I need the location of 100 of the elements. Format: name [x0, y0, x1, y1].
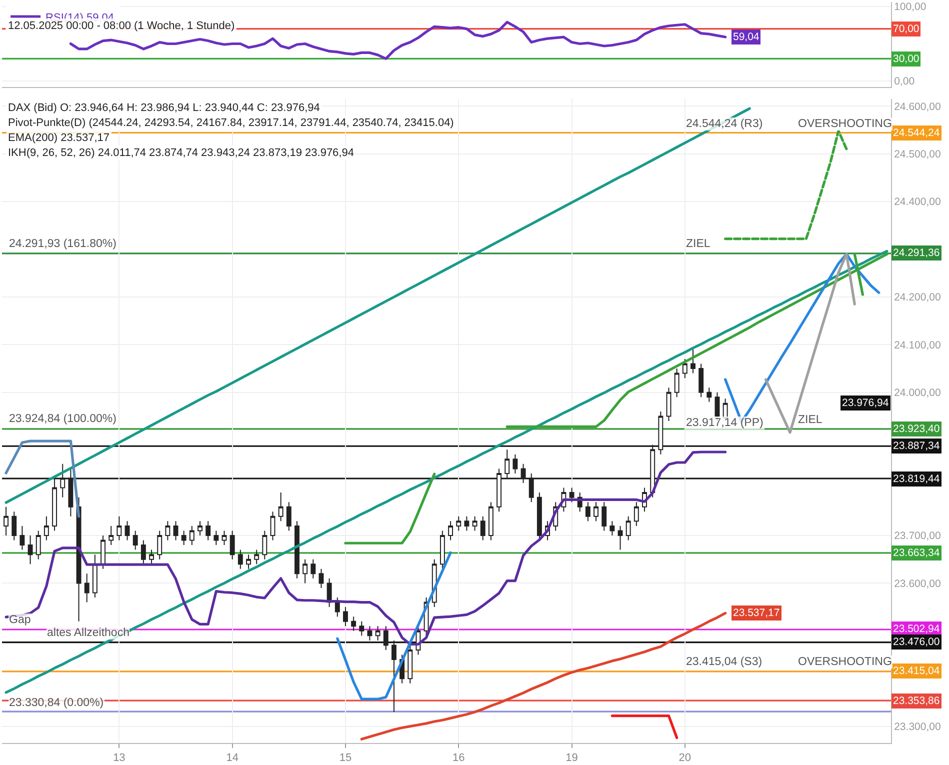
candlestick	[262, 530, 268, 560]
candlestick	[618, 525, 623, 550]
candlestick	[294, 520, 300, 579]
annotation: EMA(200) 23.537,17	[8, 132, 110, 144]
candlestick	[480, 516, 486, 541]
annotation: ZIEL	[798, 414, 823, 426]
candlestick	[488, 502, 494, 541]
candlestick	[666, 387, 672, 422]
y-tick-label: 100,00	[894, 1, 926, 14]
ref-line-label: 23.819,44	[893, 473, 940, 485]
y-tick-label: 24.400,00	[894, 196, 941, 208]
candlestick	[254, 549, 260, 565]
candlestick	[36, 530, 41, 560]
candlestick	[278, 492, 284, 522]
line-series	[344, 472, 436, 544]
candlestick	[682, 358, 688, 379]
annotation: altes Allzeithoch	[47, 627, 130, 639]
candlestick	[343, 606, 348, 627]
candlestick	[536, 492, 542, 541]
ref-line-label: 23.887,34	[893, 440, 940, 452]
candlestick	[140, 540, 146, 565]
x-tick-label: 15	[339, 752, 352, 764]
ref-line-label: 24.291,36	[893, 247, 940, 259]
candlestick	[351, 616, 356, 632]
line-series	[4, 440, 80, 518]
candlestick	[68, 468, 74, 517]
candlestick	[658, 410, 664, 455]
candlestick	[222, 530, 227, 546]
x-tick-label: 14	[226, 752, 238, 764]
ref-line-label: 70,00	[893, 23, 920, 35]
y-tick-label: 23.600,00	[894, 578, 941, 590]
line-series	[4, 450, 727, 646]
candlestick	[302, 558, 308, 584]
ref-line-label: 30,00	[893, 53, 920, 65]
line-series	[336, 551, 452, 700]
annotation: 24.544,24 (R3)	[686, 118, 763, 130]
candlestick	[602, 502, 607, 532]
annotation: Gap	[9, 614, 31, 626]
candlestick	[448, 520, 454, 541]
annotation: Pivot-Punkte(D) (24544.24, 24293.54, 24167.84, 23917.14, 23791.44, 23540.74, 23415.04)	[8, 117, 454, 129]
candlestick	[92, 554, 98, 598]
candlestick	[334, 597, 340, 618]
candlestick	[650, 444, 656, 498]
candlestick	[181, 530, 186, 546]
ref-line-label: 24.544,24	[893, 127, 940, 139]
x-tick-label: 20	[678, 752, 692, 764]
y-tick-label: 24.500,00	[894, 148, 941, 161]
data-label: 23.537,17	[733, 607, 780, 619]
x-tick-label: 19	[566, 752, 578, 764]
candlestick	[52, 478, 58, 532]
candlestick	[504, 449, 510, 479]
y-tick-label: 24.600,00	[894, 100, 941, 113]
y-tick-label: 24.100,00	[894, 339, 941, 352]
text: 23.976,94	[842, 397, 889, 409]
candlestick	[4, 506, 9, 536]
candlestick	[206, 520, 211, 541]
line-series	[724, 130, 848, 240]
candlestick	[149, 549, 154, 565]
candlestick	[594, 502, 598, 522]
candlestick	[108, 525, 114, 546]
candlestick	[456, 516, 462, 532]
candlestick	[165, 520, 170, 541]
annotation: 23.917,14 (PP)	[686, 417, 764, 429]
candlestick	[238, 549, 243, 570]
annotation: 24.291,93 (161.80%)	[9, 238, 117, 250]
candlestick	[391, 640, 396, 712]
candlestick	[496, 468, 502, 512]
candlestick	[383, 626, 388, 650]
candlestick	[132, 530, 138, 550]
candlestick	[408, 644, 413, 684]
candlestick	[116, 516, 122, 541]
candlestick	[512, 454, 518, 474]
ref-line-label: 23.476,00	[893, 636, 940, 648]
ref-line-label: 23.502,94	[893, 623, 940, 635]
data-label: 59,04	[733, 31, 760, 43]
candlestick	[124, 520, 130, 541]
y-tick-label: 23.300,00	[894, 720, 941, 733]
candlestick	[440, 530, 445, 570]
candlestick	[270, 511, 276, 541]
candlestick	[286, 502, 292, 532]
candlestick	[28, 534, 33, 565]
candlestick	[100, 534, 106, 570]
candlestick	[84, 573, 90, 603]
candlestick	[569, 487, 574, 503]
candlestick	[198, 520, 202, 536]
candlestick	[375, 626, 380, 641]
ref-line-label: 23.663,34	[893, 547, 940, 559]
ref-line-label: 23.415,04	[893, 665, 940, 677]
annotation: 12.05.2025 00:00 - 08:00 (1 Woche, 1 Stunde)	[8, 20, 235, 32]
annotation: OVERSHOOTING	[798, 656, 892, 668]
annotation: 23.330,84 (0.00%)	[9, 697, 104, 709]
annotation: IKH(9, 26, 52, 26) 24.011,74 23.874,74 23.943,24 23.873,19 23.976,94	[8, 147, 354, 159]
ref-line-label: 23.923,40	[893, 423, 940, 435]
candlestick	[528, 472, 534, 503]
annotation: 23.415,04 (S3)	[686, 656, 762, 668]
candlestick	[674, 368, 680, 398]
candlestick	[610, 520, 615, 536]
candlestick	[706, 387, 712, 402]
annotation: DAX (Bid) O: 23.946,64 H: 23.986,94 L: 23.940,44 C: 23.976,94	[8, 102, 320, 114]
candlestick	[173, 520, 178, 541]
